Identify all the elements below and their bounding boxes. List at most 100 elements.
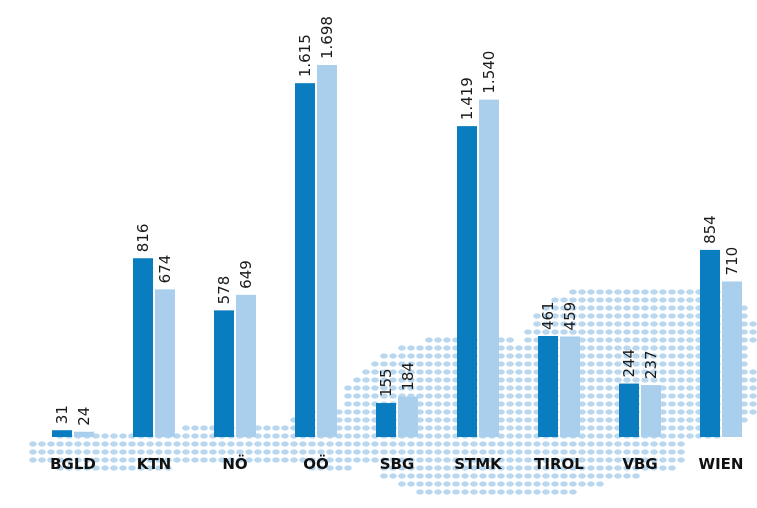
map-dot (533, 329, 541, 335)
map-dot (659, 305, 667, 311)
map-dot (659, 401, 667, 407)
map-dot (83, 457, 91, 463)
bar-ktn-series-1 (133, 258, 153, 437)
map-dot (551, 465, 559, 471)
map-dot (443, 361, 451, 367)
map-dot (506, 345, 514, 351)
map-dot (587, 409, 595, 415)
map-dot (47, 449, 55, 455)
map-dot (515, 353, 523, 359)
value-label-tirol-series-1: 461 (539, 301, 557, 330)
map-dot (587, 441, 595, 447)
value-label-bgld-series-2: 24 (75, 407, 93, 426)
map-dot (524, 441, 532, 447)
map-dot (749, 337, 757, 343)
map-dot (560, 297, 568, 303)
map-dot (362, 417, 370, 423)
map-dot (650, 313, 658, 319)
map-dot (740, 337, 748, 343)
map-dot (407, 481, 415, 487)
map-dot (623, 329, 631, 335)
map-dot (551, 305, 559, 311)
map-dot (569, 481, 577, 487)
map-dot (587, 457, 595, 463)
map-dot (434, 401, 442, 407)
map-dot (686, 297, 694, 303)
map-dot (443, 465, 451, 471)
map-dot (353, 425, 361, 431)
map-dot (443, 345, 451, 351)
category-label-nö: NÖ (222, 454, 247, 473)
map-dot (605, 377, 613, 383)
map-dot (443, 369, 451, 375)
map-dot (578, 449, 586, 455)
map-dot (488, 481, 496, 487)
map-dot (290, 449, 298, 455)
map-dot (686, 417, 694, 423)
map-dot (200, 425, 208, 431)
map-dot (245, 457, 253, 463)
map-dot (506, 401, 514, 407)
map-dot (416, 425, 424, 431)
map-dot (407, 361, 415, 367)
map-dot (110, 457, 118, 463)
map-dot (218, 457, 226, 463)
map-dot (740, 345, 748, 351)
map-dot (623, 369, 631, 375)
map-dot (614, 457, 622, 463)
map-dot (488, 441, 496, 447)
map-dot (659, 417, 667, 423)
map-dot (686, 289, 694, 295)
map-dot (623, 337, 631, 343)
map-dot (272, 433, 280, 439)
map-dot (389, 393, 397, 399)
map-dot (515, 433, 523, 439)
map-dot (416, 409, 424, 415)
map-dot (407, 345, 415, 351)
map-dot (740, 321, 748, 327)
map-dot (497, 345, 505, 351)
map-dot (542, 489, 550, 495)
map-dot (443, 473, 451, 479)
map-dot (326, 465, 334, 471)
map-dot (533, 449, 541, 455)
map-dot (677, 457, 685, 463)
map-dot (587, 329, 595, 335)
map-dot (110, 433, 118, 439)
map-dot (524, 393, 532, 399)
value-label-stmk-series-1: 1.419 (458, 77, 476, 120)
map-dot (668, 457, 676, 463)
map-dot (74, 457, 82, 463)
map-dot (164, 449, 172, 455)
map-dot (632, 457, 640, 463)
map-dot (524, 385, 532, 391)
map-dot (677, 313, 685, 319)
map-dot (83, 449, 91, 455)
map-dot (425, 409, 433, 415)
map-dot (632, 369, 640, 375)
map-dot (614, 449, 622, 455)
map-dot (470, 481, 478, 487)
map-dot (389, 353, 397, 359)
map-dot (371, 449, 379, 455)
map-dot (749, 401, 757, 407)
map-dot (362, 393, 370, 399)
map-dot (686, 377, 694, 383)
value-label-sbg-series-2: 184 (399, 362, 417, 391)
map-dot (308, 465, 316, 471)
map-dot (641, 449, 649, 455)
map-dot (605, 313, 613, 319)
map-dot (632, 345, 640, 351)
map-dot (686, 393, 694, 399)
category-label-bgld: BGLD (50, 455, 96, 473)
map-dot (614, 353, 622, 359)
map-dot (479, 481, 487, 487)
map-dot (443, 393, 451, 399)
map-dot (650, 289, 658, 295)
map-dot (659, 393, 667, 399)
map-dot (650, 369, 658, 375)
map-dot (227, 441, 235, 447)
map-dot (146, 449, 154, 455)
map-dot (515, 425, 523, 431)
map-dot (587, 385, 595, 391)
